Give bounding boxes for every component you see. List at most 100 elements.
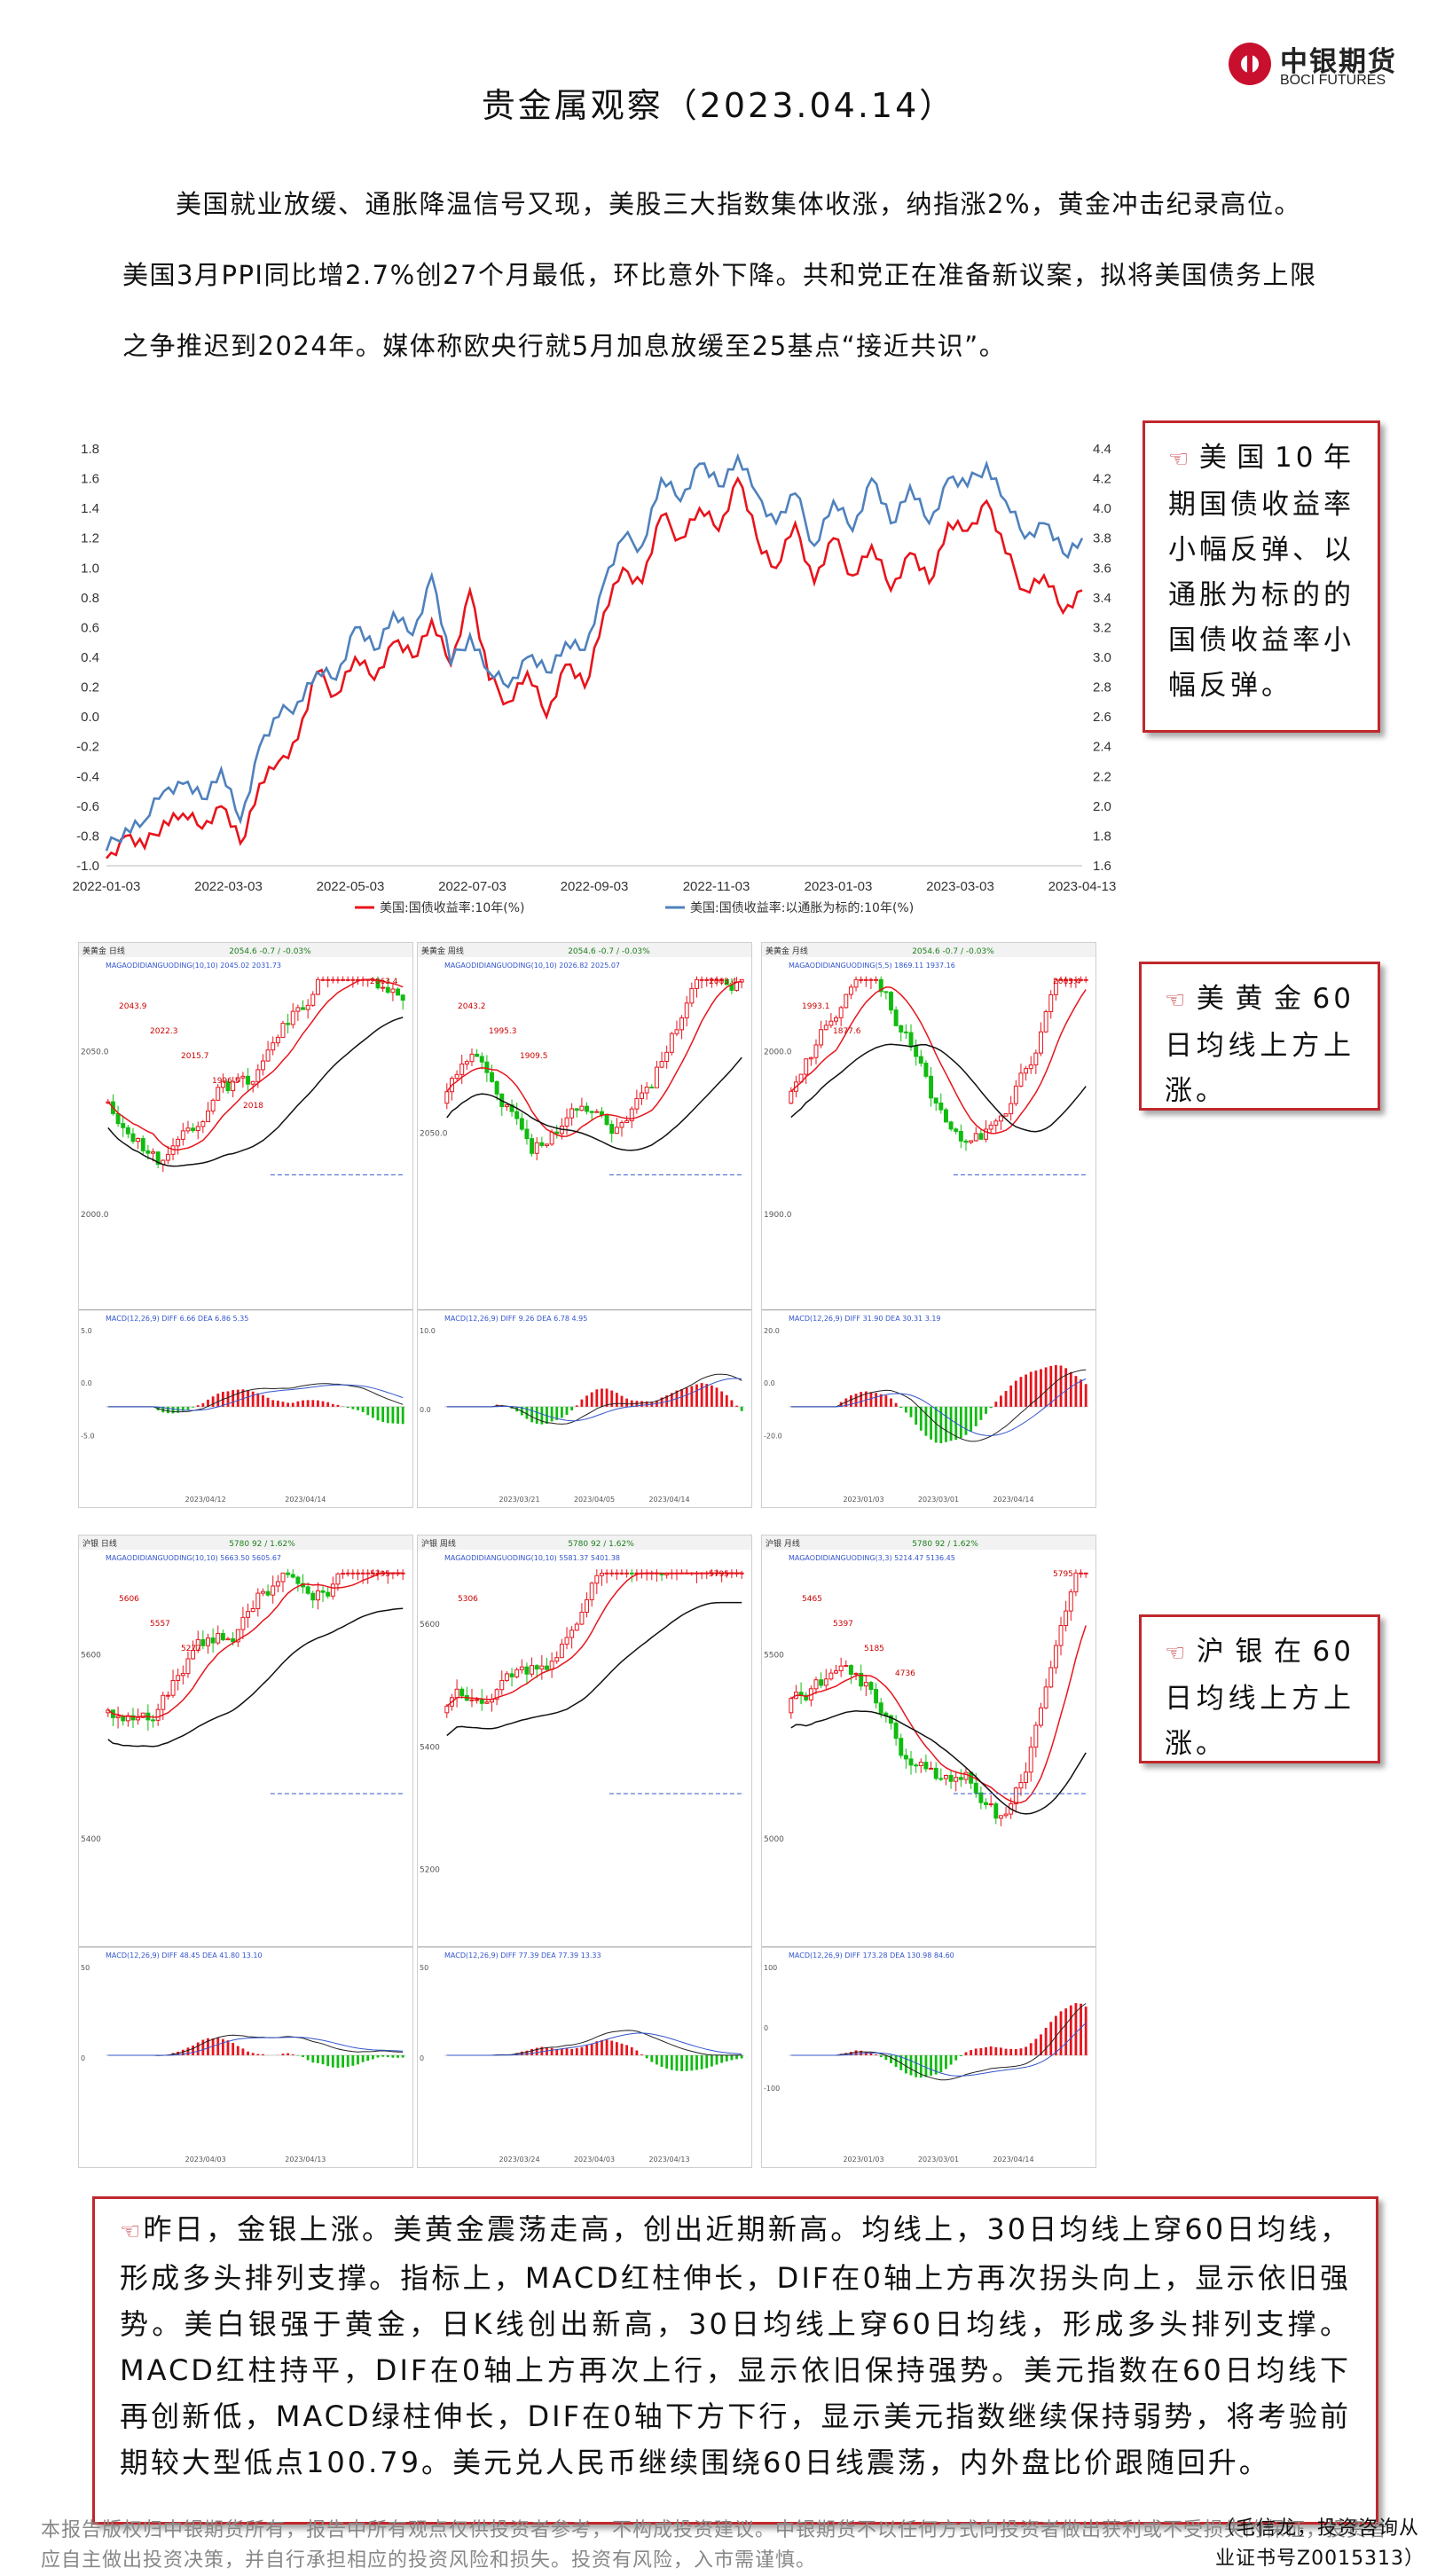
dif-line	[790, 1369, 1087, 1442]
candle-body	[1024, 1068, 1029, 1074]
level-label: 1877.6	[833, 1027, 861, 1036]
panel-info: 5780 92 / 1.62%	[912, 1540, 978, 1549]
candle-body	[255, 1069, 261, 1082]
candle-body	[834, 1017, 838, 1022]
candle-body	[684, 1002, 689, 1019]
macd-tick: 50	[81, 1964, 90, 1972]
candle-body	[295, 1007, 301, 1012]
candle-body	[859, 1672, 864, 1687]
price-tick: 5600	[81, 1652, 101, 1661]
macd-tick: 0.0	[764, 1379, 775, 1387]
panel-ma-label: MAGAODIDIANGUODING(10,10) 2026.82 2025.0…	[444, 962, 620, 970]
candle-body	[868, 1682, 874, 1691]
candle-body	[345, 978, 350, 981]
candle-body	[714, 978, 719, 981]
candle-body	[914, 1764, 919, 1767]
candle-body	[385, 986, 390, 993]
candle-body	[301, 1007, 305, 1010]
disclaimer-text: 本报告版权归中银期货所有，报告中所有观点仅供投资者参考，不构成投资建议。中银期货…	[41, 2519, 1388, 2572]
price-tick: 5400	[81, 1835, 101, 1844]
candle-body	[469, 1053, 475, 1063]
candle-body	[545, 1143, 549, 1146]
candle-body	[958, 1130, 963, 1142]
dea-line	[790, 1378, 1087, 1436]
candle-body	[654, 1066, 659, 1088]
right-tick-label: 2.6	[1093, 710, 1111, 725]
candle-body	[1048, 1667, 1054, 1688]
ma-slow-line	[107, 1017, 404, 1167]
level-label: 5606	[119, 1595, 139, 1604]
candle-body	[246, 1611, 251, 1618]
candle-body	[260, 1060, 265, 1071]
candle-body	[165, 1694, 170, 1697]
candle-body	[804, 1694, 809, 1700]
candle-body	[889, 1715, 893, 1724]
level-label: 2043.9	[119, 1002, 147, 1011]
macd-tick: -100	[764, 2085, 780, 2093]
macd-label: MACD(12,26,9) DIFF 48.45 DEA 41.80 13.10	[106, 1952, 263, 1959]
right-tick-label: 2.2	[1093, 769, 1111, 784]
candle-body	[1033, 1724, 1039, 1748]
candle-body	[908, 1032, 914, 1047]
candle-body	[969, 1140, 974, 1143]
candle-body	[589, 1111, 594, 1113]
candle-body	[499, 1679, 505, 1691]
candle-body	[674, 1029, 679, 1034]
macd-tick: 0	[764, 2024, 768, 2032]
candle-body	[155, 1151, 161, 1165]
ma-slow-line	[446, 1056, 742, 1151]
candle-body	[695, 978, 699, 989]
candle-body	[883, 991, 889, 993]
candle-body	[993, 1803, 999, 1819]
panel-ma-label: MAGAODIDIANGUODING(5,5) 1869.11 1937.16	[789, 962, 955, 970]
candle-body	[320, 1590, 326, 1593]
candle-body	[984, 1128, 988, 1140]
high-label: 5795	[1053, 1570, 1073, 1579]
x-tick-label: 2022-07-03	[438, 879, 506, 894]
candle-body	[1079, 1572, 1084, 1575]
candle-body	[823, 1678, 828, 1686]
dea-line	[790, 2022, 1087, 2077]
candle-body	[191, 1127, 196, 1132]
candle-body	[235, 1077, 240, 1082]
candle-body	[504, 1673, 509, 1681]
candle-body	[271, 1585, 276, 1596]
macd-label: MACD(12,26,9) DIFF 6.66 DEA 6.86 5.35	[106, 1315, 248, 1323]
candle-body	[993, 1120, 999, 1126]
callout-gold-text: 美黄金60日均线上方上涨。	[1165, 983, 1355, 1107]
candle-body	[574, 1623, 579, 1631]
level-label: 5557	[150, 1620, 170, 1629]
candle-body	[494, 1080, 499, 1095]
candle-body	[265, 1049, 271, 1062]
date-label: 2023/04/13	[648, 2156, 689, 2164]
candle-body	[136, 1138, 141, 1143]
level-label: 5465	[802, 1595, 822, 1604]
right-tick-label: 2.8	[1093, 680, 1111, 695]
candle-body	[200, 1638, 206, 1646]
candle-body	[1053, 1645, 1058, 1669]
candle-body	[341, 978, 346, 981]
kline-svg: 美黄金 日线 2054.6 -0.7 / -0.03% MAGAODIDIANGUO…	[79, 943, 412, 1504]
candle-body	[195, 1126, 200, 1132]
price-tick: 2050.0	[420, 1129, 448, 1138]
candle-body	[534, 1142, 539, 1154]
candle-body	[145, 1150, 151, 1154]
price-tick: 2000.0	[764, 1048, 792, 1057]
ma-fast-line	[446, 1572, 742, 1707]
macd-label: MACD(12,26,9) DIFF 173.28 DEA 130.98 84.…	[789, 1952, 954, 1959]
candle-body	[365, 1572, 371, 1575]
level-label: 1909.5	[520, 1052, 548, 1061]
candle-body	[161, 1694, 166, 1710]
candle-body	[115, 1112, 121, 1125]
candle-body	[539, 1665, 545, 1670]
candle-body	[310, 993, 316, 1006]
right-tick-label: 2.0	[1093, 799, 1111, 814]
dif-line	[790, 2003, 1087, 2081]
candle-body	[255, 1592, 261, 1610]
candle-body	[240, 1616, 246, 1630]
left-tick-label: 0.2	[81, 680, 99, 695]
candle-body	[326, 978, 331, 981]
left-tick-label: -0.4	[76, 769, 99, 784]
candle-body	[853, 1672, 859, 1675]
level-label: 2043.2	[458, 1002, 486, 1011]
